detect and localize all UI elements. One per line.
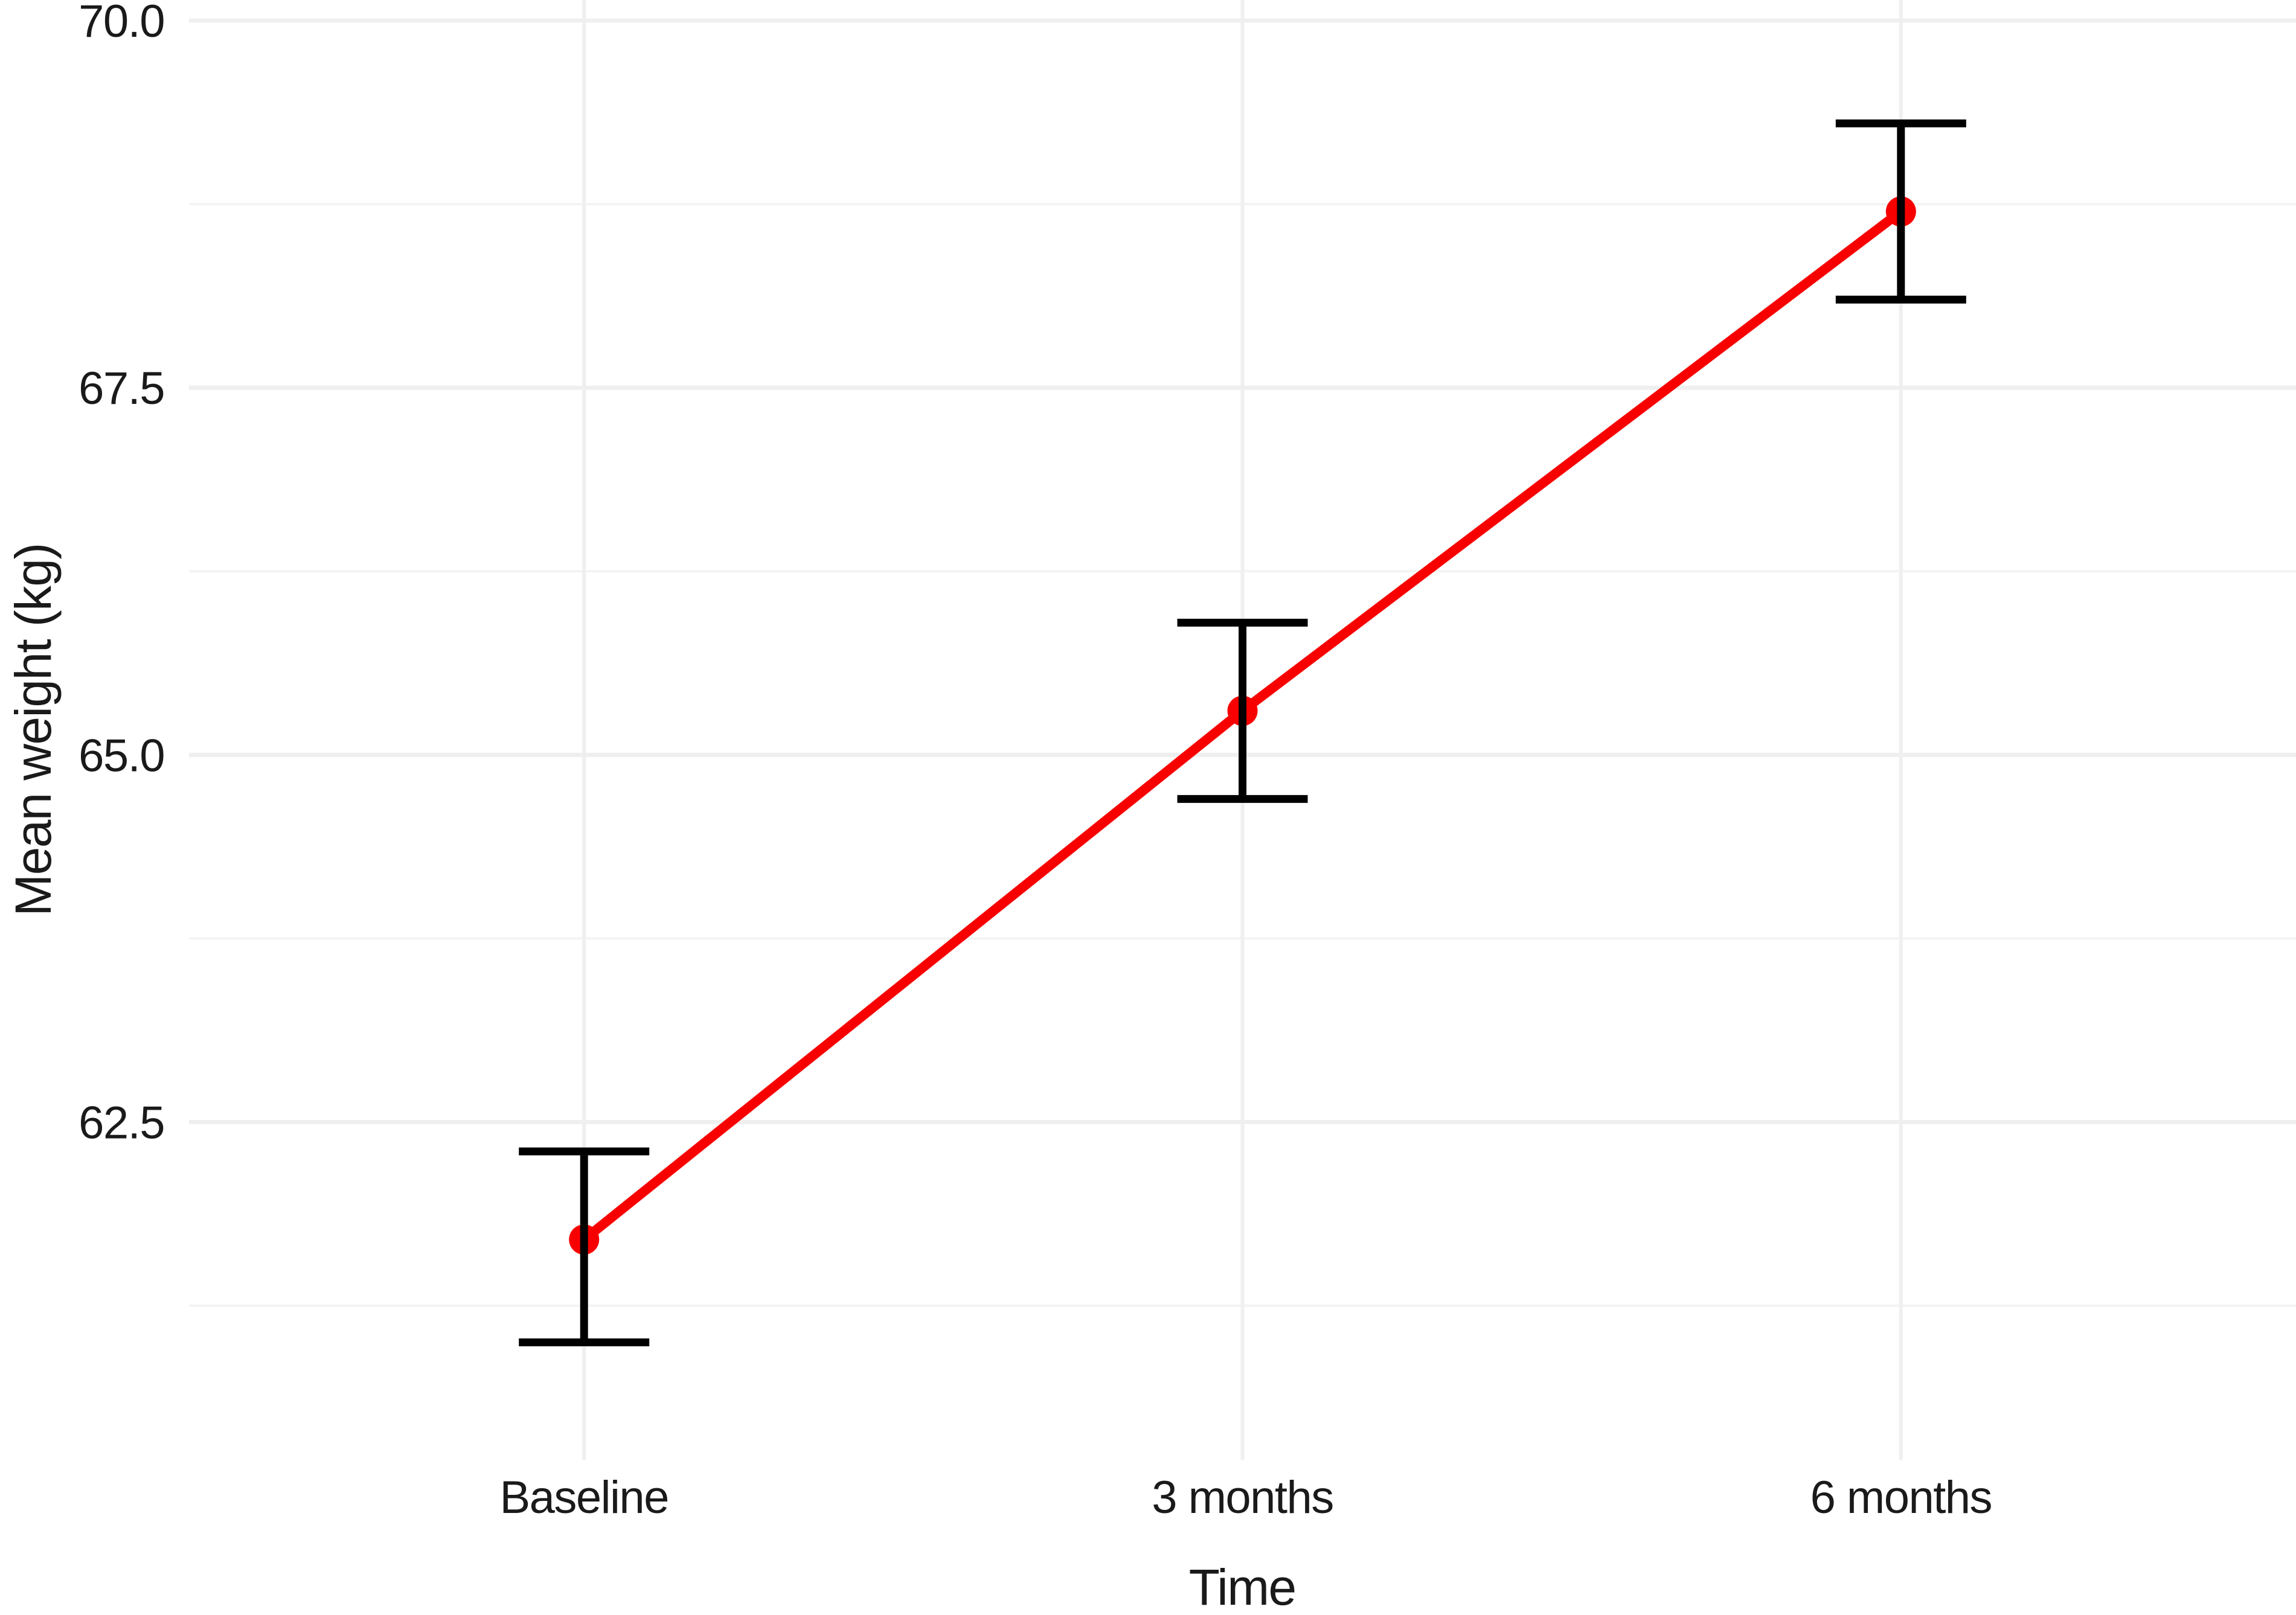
y-tick-label: 70.0 [79,0,164,47]
x-axis-title: Time [1189,1559,1296,1615]
x-tick-label: 6 months [1810,1472,1992,1523]
y-tick-label: 65.0 [79,730,164,781]
x-tick-label: Baseline [500,1472,669,1523]
y-tick-label: 67.5 [79,363,164,414]
y-tick-labels: 70.0 67.5 65.0 62.5 [79,0,165,1149]
x-tick-label: 3 months [1152,1472,1333,1523]
error-bar-layer [519,119,1966,1346]
y-tick-label: 62.5 [79,1098,164,1149]
y-axis-title: Mean weight (kg) [5,543,62,916]
x-tick-labels: Baseline 3 months 6 months [500,1472,1993,1523]
